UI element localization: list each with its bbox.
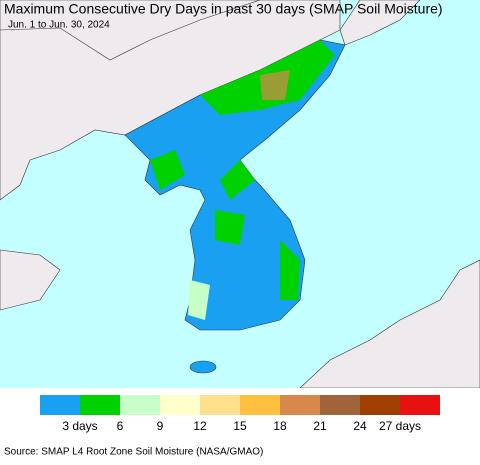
russia-land: [339, 0, 421, 46]
legend-swatch: [80, 395, 120, 415]
shandong-land: [0, 249, 61, 311]
legend-swatch: [240, 395, 280, 415]
legend-label: 24: [353, 419, 367, 433]
legend-label: 6: [117, 419, 124, 433]
legend-swatch: [40, 395, 80, 415]
legend-label: 18: [273, 419, 287, 433]
dry-area: [188, 280, 210, 320]
map-subtitle: Jun. 1 to Jun. 30, 2024: [8, 20, 110, 31]
legend: 3 days 6 9 12 15 18 21 24 27 days: [40, 395, 440, 433]
dry-area: [150, 150, 185, 190]
dry-area: [215, 210, 245, 245]
legend-label: 21: [313, 419, 327, 433]
legend-label: 3 days: [62, 419, 97, 433]
legend-swatch: [120, 395, 160, 415]
legend-swatch: [400, 395, 440, 415]
dry-area: [220, 160, 255, 200]
legend-swatch: [320, 395, 360, 415]
dry-area: [280, 240, 300, 300]
source-note: Source: SMAP L4 Root Zone Soil Moisture …: [4, 447, 263, 458]
legend-swatch: [200, 395, 240, 415]
map-title: Maximum Consecutive Dry Days in past 30 …: [4, 1, 443, 17]
legend-swatch: [160, 395, 200, 415]
dry-area: [260, 70, 290, 100]
legend-label: 9: [157, 419, 164, 433]
legend-swatch: [280, 395, 320, 415]
legend-swatch: [360, 395, 400, 415]
legend-label: 27 days: [379, 419, 421, 433]
japan-land: [299, 259, 480, 389]
legend-label: 12: [193, 419, 207, 433]
legend-label: 15: [233, 419, 247, 433]
jeju-island: [189, 360, 217, 374]
